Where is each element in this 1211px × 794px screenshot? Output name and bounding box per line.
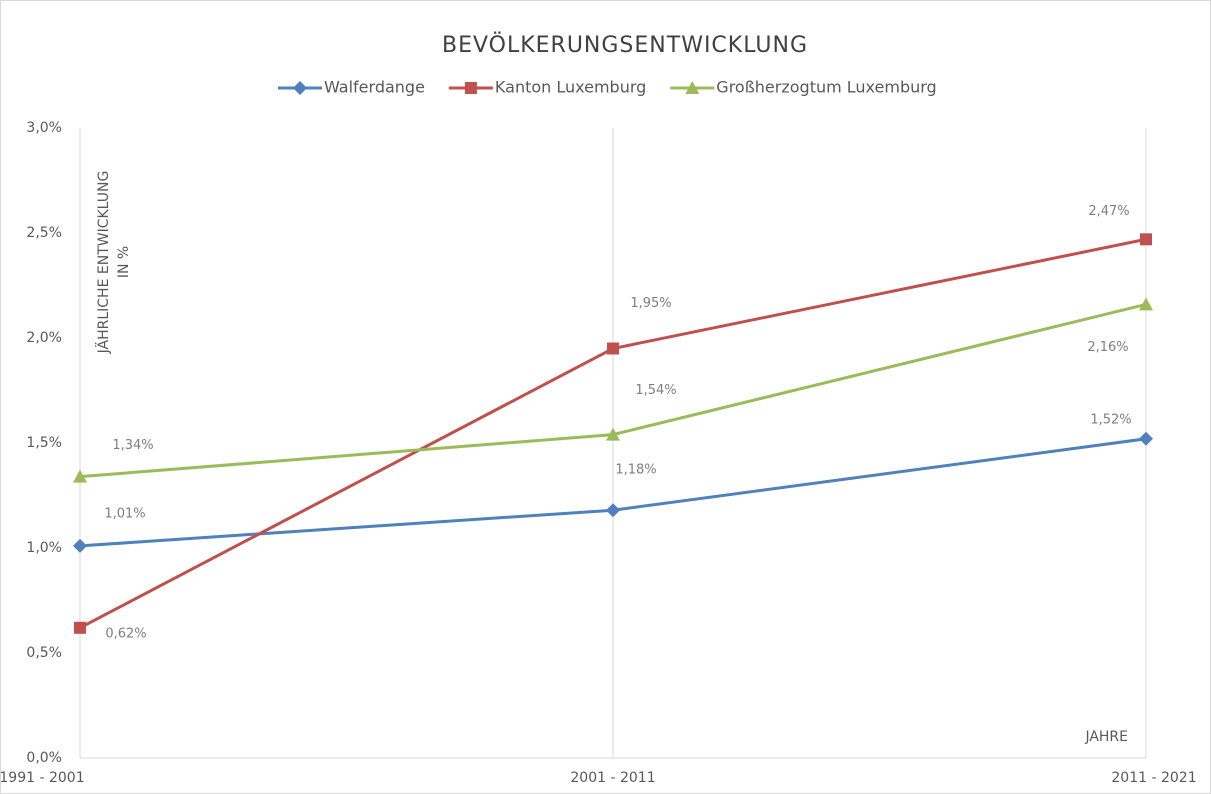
marker (293, 81, 307, 95)
data-label: 2,16% (1087, 340, 1128, 355)
data-label: 1,18% (615, 463, 656, 478)
marker (73, 469, 87, 483)
marker (607, 342, 619, 355)
data-label: 1,01% (104, 506, 145, 521)
legend: Walferdange Kanton Luxemburg Großherzogtum… (278, 78, 937, 97)
y-tick-label: 0,0% (26, 750, 62, 766)
data-label: 0,62% (105, 626, 146, 641)
marker (464, 82, 477, 94)
y-tick-label: 1,0% (26, 540, 62, 556)
marker (1139, 431, 1153, 446)
marker (1140, 233, 1152, 246)
marker (606, 427, 620, 441)
x-axis-label: JAHRE (1084, 729, 1128, 745)
y-tick-label: 0,5% (26, 645, 62, 661)
x-tick-label: 2011 - 2021 (1111, 770, 1196, 786)
y-tick-label: 3,0% (26, 120, 62, 136)
marker (606, 503, 620, 518)
y-tick-label: 2,5% (26, 225, 62, 241)
legend-label: Walferdange (324, 78, 425, 97)
x-tick-label: 2001 - 2011 (570, 770, 655, 786)
marker (74, 621, 86, 634)
chart-title: BEVÖLKERUNGSENTWICKLUNG (442, 32, 808, 58)
data-label: 1,95% (630, 296, 671, 311)
legend-label: Kanton Luxemburg (495, 78, 646, 97)
legend-item: Großherzogtum Luxemburg (670, 78, 937, 97)
legend-item: Kanton Luxemburg (448, 78, 646, 97)
marker (73, 538, 87, 553)
y-axis-label-line: JÄHRLICHE ENTWICKLUNG (94, 171, 112, 355)
x-tick-label: 1991 - 2001 (0, 770, 85, 786)
y-axis-label: JÄHRLICHE ENTWICKLUNG IN % (94, 171, 132, 355)
marker (1139, 297, 1153, 311)
y-tick-label: 1,5% (26, 435, 62, 451)
data-label: 2,47% (1088, 204, 1129, 219)
data-label: 1,34% (112, 438, 153, 453)
data-label: 1,54% (635, 383, 676, 398)
legend-item: Walferdange (278, 78, 425, 97)
y-axis-label-line: IN % (116, 246, 132, 278)
marker (685, 81, 700, 94)
data-label: 1,52% (1090, 412, 1131, 427)
y-tick-label: 2,0% (26, 330, 62, 346)
legend-label: Großherzogtum Luxemburg (716, 78, 936, 97)
